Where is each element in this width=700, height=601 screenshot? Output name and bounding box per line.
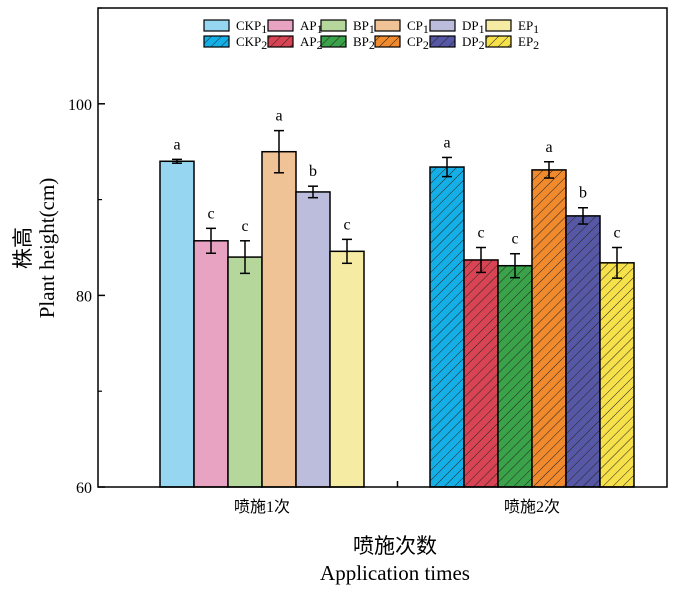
- significance-letter: a: [545, 139, 552, 156]
- legend-label: CP1: [407, 18, 429, 36]
- legend-label: EP1: [518, 18, 539, 36]
- x-axis-label: Application times: [320, 561, 470, 585]
- bar-ap1: [193, 240, 229, 488]
- x-axis-label-cn: 喷施次数: [353, 534, 437, 558]
- chart-marks: a c c a b c a c c a b c: [159, 108, 635, 488]
- legend-label: EP2: [518, 34, 539, 52]
- significance-letter: b: [579, 185, 587, 202]
- significance-letter: a: [443, 134, 450, 151]
- legend-label: CP2: [407, 34, 429, 52]
- bar-bp1: [227, 256, 263, 488]
- bar-ep1: [329, 250, 365, 488]
- bar-dp1: [295, 191, 331, 488]
- legend-label: AP1: [300, 18, 323, 36]
- legend-label: BP2: [353, 34, 375, 52]
- bar-cp1: [261, 150, 297, 488]
- y-tick-label: 60: [76, 480, 92, 497]
- legend-swatch: [485, 35, 512, 48]
- bar-bp2: [497, 264, 533, 488]
- bar-ep2: [599, 262, 635, 488]
- bar-ap2: [463, 259, 499, 488]
- significance-letter: c: [477, 225, 484, 242]
- plot-frame: [97, 7, 668, 488]
- legend-label: AP2: [300, 34, 323, 52]
- legend-label: BP1: [353, 18, 375, 36]
- significance-letter: c: [511, 231, 518, 248]
- bar-ckp2: [429, 166, 465, 488]
- bar-cp2: [531, 169, 567, 488]
- legend-swatch: [429, 19, 456, 32]
- significance-letter: b: [309, 163, 317, 180]
- legend-label: DP1: [462, 18, 485, 36]
- significance-letter: a: [173, 136, 180, 153]
- legend-swatch: [374, 19, 401, 32]
- y-axis-label-cn: 株高: [11, 227, 35, 269]
- axes: 喷施1次 喷施2次 60 80 100: [68, 7, 560, 516]
- significance-letter: c: [343, 216, 350, 233]
- legend-swatch: [320, 35, 347, 48]
- significance-letter: c: [207, 205, 214, 222]
- y-axis-label: Plant height(cm): [35, 178, 59, 319]
- y-tick-label: 100: [68, 97, 92, 114]
- bar-ckp1: [159, 160, 195, 488]
- significance-letter: a: [275, 108, 282, 125]
- legend-swatch: [203, 35, 230, 48]
- legend-swatch: [203, 19, 230, 32]
- legend-label: DP2: [462, 34, 485, 52]
- legend: CKP1 AP1 BP1 CP1 DP1 EP1 CKP2 AP2 BP2 CP2 DP2 EP2: [203, 18, 539, 52]
- y-tick-label: 80: [76, 288, 92, 305]
- x-tick-label: 喷施1次: [234, 498, 290, 516]
- legend-swatch: [267, 19, 294, 32]
- bar-dp2: [565, 215, 601, 488]
- legend-swatch: [485, 19, 512, 32]
- legend-label: CKP2: [236, 34, 267, 52]
- legend-swatch: [320, 19, 347, 32]
- significance-letter: c: [241, 218, 248, 235]
- legend-label: CKP1: [236, 18, 267, 36]
- x-tick-label: 喷施2次: [504, 498, 560, 516]
- legend-swatch: [429, 35, 456, 48]
- significance-letter: c: [613, 225, 620, 242]
- legend-swatch: [267, 35, 294, 48]
- legend-swatch: [374, 35, 401, 48]
